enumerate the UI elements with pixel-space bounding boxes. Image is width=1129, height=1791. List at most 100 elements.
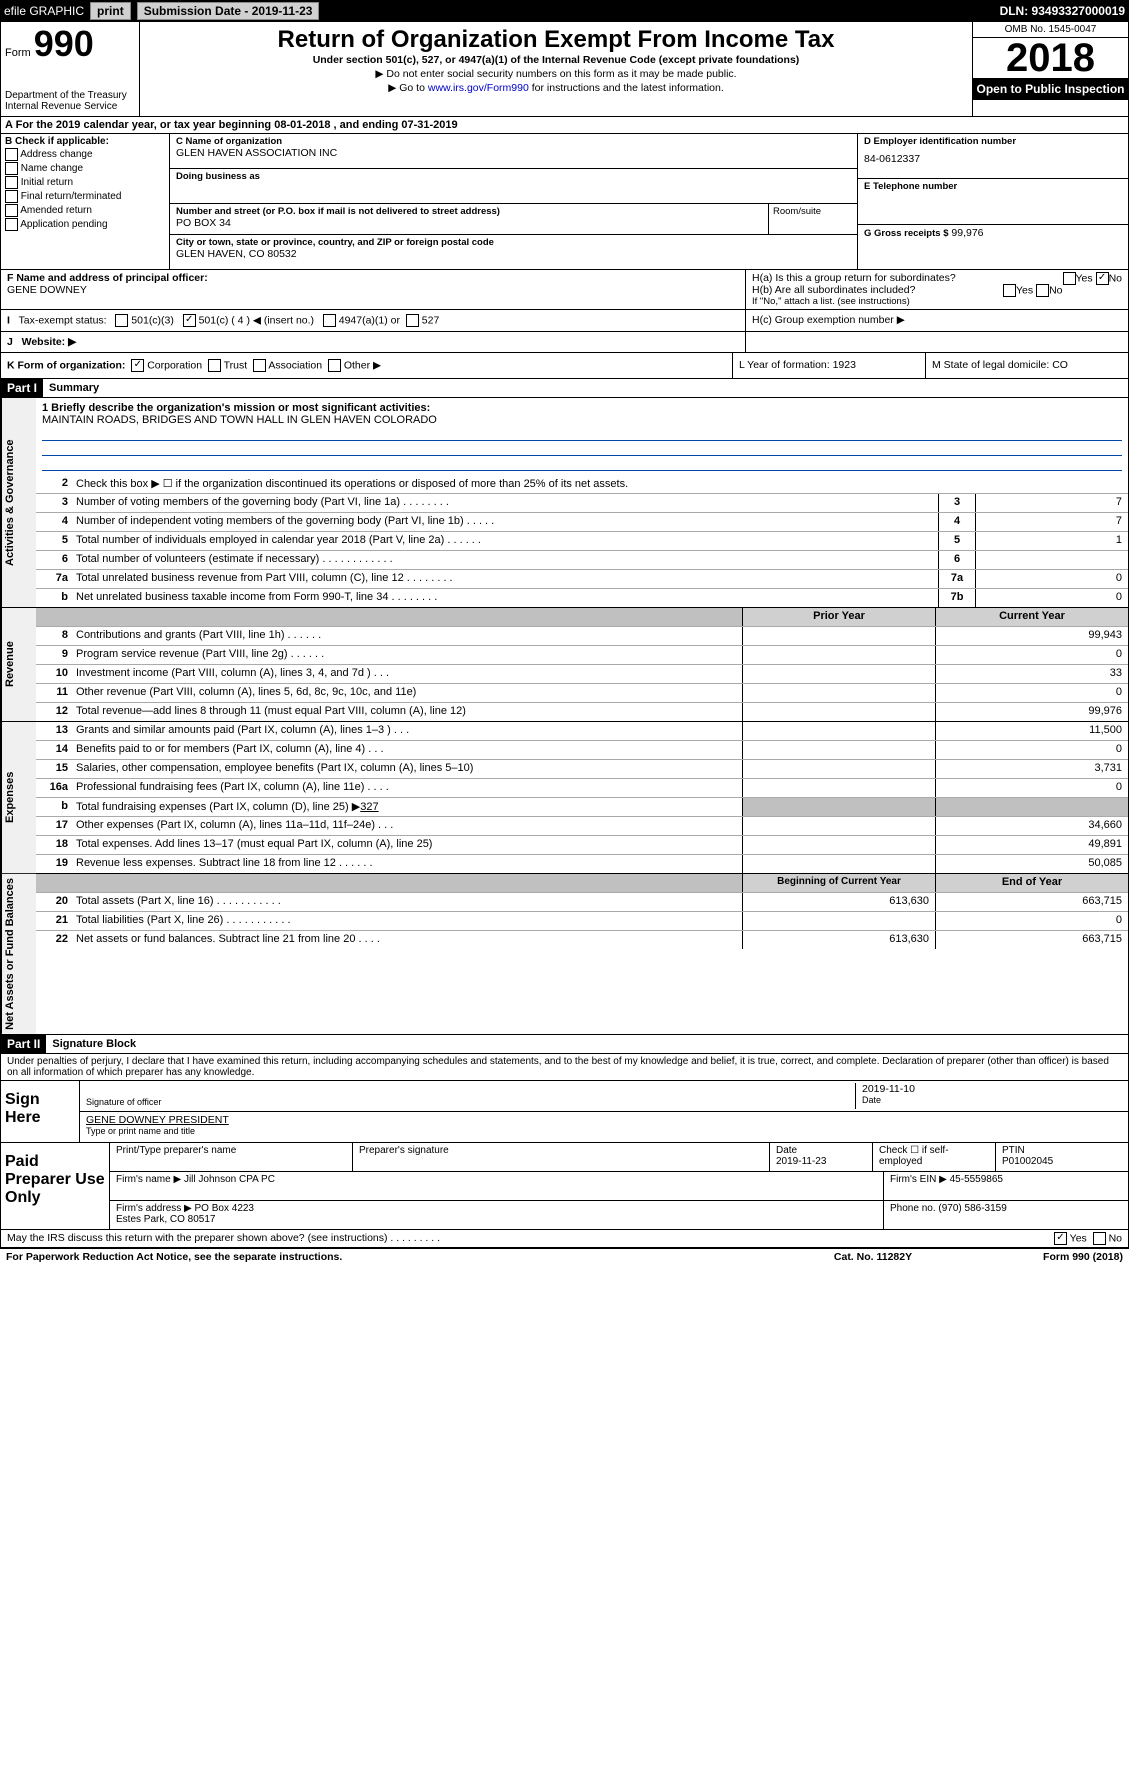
address-change-checkbox[interactable]	[5, 148, 18, 161]
line17-text: Other expenses (Part IX, column (A), lin…	[72, 817, 742, 835]
line2-text: Check this box ▶ ☐ if the organization d…	[72, 475, 1128, 493]
phone-label: Phone no.	[890, 1203, 936, 1214]
prep-name-header: Print/Type preparer's name	[116, 1145, 236, 1156]
prep-date-header: Date	[776, 1145, 797, 1156]
line19-text: Revenue less expenses. Subtract line 18 …	[72, 855, 742, 873]
k-l-m-row: K Form of organization: Corporation Trus…	[0, 353, 1129, 379]
ein-tel-gross: D Employer identification number 84-0612…	[857, 134, 1128, 269]
phone-value: (970) 586-3159	[938, 1203, 1006, 1214]
other-checkbox[interactable]	[328, 359, 341, 372]
line22-text: Net assets or fund balances. Subtract li…	[72, 931, 742, 949]
4947-checkbox[interactable]	[323, 314, 336, 327]
line3-text: Number of voting members of the governin…	[72, 494, 938, 512]
line12-prior	[742, 703, 935, 721]
j-label: J	[7, 336, 13, 348]
revenue-block: Revenue Prior YearCurrent Year 8Contribu…	[0, 608, 1129, 722]
line7b-value: 0	[975, 589, 1128, 607]
state-domicile: M State of legal domicile: CO	[925, 353, 1128, 378]
amended-return-checkbox[interactable]	[5, 204, 18, 217]
footer-mid: Cat. No. 11282Y	[773, 1251, 973, 1263]
officer-name: GENE DOWNEY	[7, 284, 739, 296]
line13-current: 11,500	[935, 722, 1128, 740]
efile-label: efile GRAPHIC	[4, 4, 84, 18]
net-assets-block: Net Assets or Fund Balances Beginning of…	[0, 874, 1129, 1035]
officer-name-label: Type or print name and title	[86, 1126, 1122, 1136]
line7b-box: 7b	[938, 589, 975, 607]
501c3-checkbox[interactable]	[115, 314, 128, 327]
dln-label: DLN: 93493327000019	[1000, 4, 1125, 18]
trust-checkbox[interactable]	[208, 359, 221, 372]
hb-label: H(b) Are all subordinates included?	[752, 284, 915, 296]
line19-current: 50,085	[935, 855, 1128, 873]
paid-preparer-section: Paid Preparer Use Only Print/Type prepar…	[1, 1142, 1128, 1229]
ha-no-checkbox[interactable]	[1096, 272, 1109, 285]
telephone-label: E Telephone number	[864, 181, 1122, 192]
form-title: Return of Organization Exempt From Incom…	[148, 26, 964, 54]
discuss-yes-checkbox[interactable]	[1054, 1232, 1067, 1245]
k-label: K Form of organization:	[7, 359, 125, 371]
corporation-checkbox[interactable]	[131, 359, 144, 372]
submission-date-button[interactable]: Submission Date - 2019-11-23	[137, 2, 320, 20]
line15-text: Salaries, other compensation, employee b…	[72, 760, 742, 778]
ein-label: D Employer identification number	[864, 136, 1122, 147]
527-checkbox[interactable]	[406, 314, 419, 327]
ha-label: H(a) Is this a group return for subordin…	[752, 272, 956, 284]
line22-current: 663,715	[935, 931, 1128, 949]
line7a-box: 7a	[938, 570, 975, 588]
discuss-no-checkbox[interactable]	[1093, 1232, 1106, 1245]
part2-header: Part II Signature Block	[0, 1035, 1129, 1054]
line20-current: 663,715	[935, 893, 1128, 911]
signature-officer-label: Signature of officer	[86, 1097, 855, 1107]
gross-receipts-label: G Gross receipts $	[864, 228, 948, 239]
part1-label: Part I	[1, 379, 43, 397]
line7a-value: 0	[975, 570, 1128, 588]
line11-prior	[742, 684, 935, 702]
ha-yes-checkbox[interactable]	[1063, 272, 1076, 285]
irs-discuss-row: May the IRS discuss this return with the…	[0, 1230, 1129, 1248]
line11-text: Other revenue (Part VIII, column (A), li…	[72, 684, 742, 702]
501c-checkbox[interactable]	[183, 314, 196, 327]
hb-no-checkbox[interactable]	[1036, 284, 1049, 297]
principal-officer: F Name and address of principal officer:…	[1, 270, 745, 309]
officer-label: F Name and address of principal officer:	[7, 272, 739, 284]
mission-block: 1 Briefly describe the organization's mi…	[36, 398, 1128, 475]
line6-text: Total number of volunteers (estimate if …	[72, 551, 938, 569]
mission-label: 1 Briefly describe the organization's mi…	[42, 402, 430, 414]
line19-prior	[742, 855, 935, 873]
application-pending-checkbox[interactable]	[5, 218, 18, 231]
line10-current: 33	[935, 665, 1128, 683]
line4-value: 7	[975, 513, 1128, 531]
firm-ein-value: 45-5559865	[950, 1174, 1003, 1185]
line7b-text: Net unrelated business taxable income fr…	[72, 589, 938, 607]
form-header: Form 990 Department of the Treasury Inte…	[0, 22, 1129, 117]
hb-note: If "No," attach a list. (see instruction…	[752, 296, 1122, 307]
org-name: GLEN HAVEN ASSOCIATION INC	[176, 147, 851, 159]
line15-current: 3,731	[935, 760, 1128, 778]
hb-yes-checkbox[interactable]	[1003, 284, 1016, 297]
group-return: H(a) Is this a group return for subordin…	[745, 270, 1128, 309]
line4-text: Number of independent voting members of …	[72, 513, 938, 531]
part1-header: Part I Summary	[0, 379, 1129, 398]
line15-prior	[742, 760, 935, 778]
line22-prior: 613,630	[742, 931, 935, 949]
governance-block: Activities & Governance 1 Briefly descri…	[0, 398, 1129, 608]
gross-receipts-value: 99,976	[951, 227, 983, 239]
officer-typed-name: GENE DOWNEY PRESIDENT	[86, 1114, 1122, 1126]
line10-prior	[742, 665, 935, 683]
line16a-current: 0	[935, 779, 1128, 797]
name-change-checkbox[interactable]	[5, 162, 18, 175]
final-return-checkbox[interactable]	[5, 190, 18, 203]
print-button[interactable]: print	[90, 2, 131, 20]
website-row: J Website: ▶	[0, 332, 1129, 353]
initial-return-checkbox[interactable]	[5, 176, 18, 189]
line12-text: Total revenue—add lines 8 through 11 (mu…	[72, 703, 742, 721]
officer-h-row: F Name and address of principal officer:…	[0, 270, 1129, 310]
association-checkbox[interactable]	[253, 359, 266, 372]
irs-link[interactable]: www.irs.gov/Form990	[428, 82, 529, 94]
line18-current: 49,891	[935, 836, 1128, 854]
city-value: GLEN HAVEN, CO 80532	[176, 248, 851, 260]
part1-title: Summary	[43, 380, 105, 396]
line5-box: 5	[938, 532, 975, 550]
line13-text: Grants and similar amounts paid (Part IX…	[72, 722, 742, 740]
line10-text: Investment income (Part VIII, column (A)…	[72, 665, 742, 683]
